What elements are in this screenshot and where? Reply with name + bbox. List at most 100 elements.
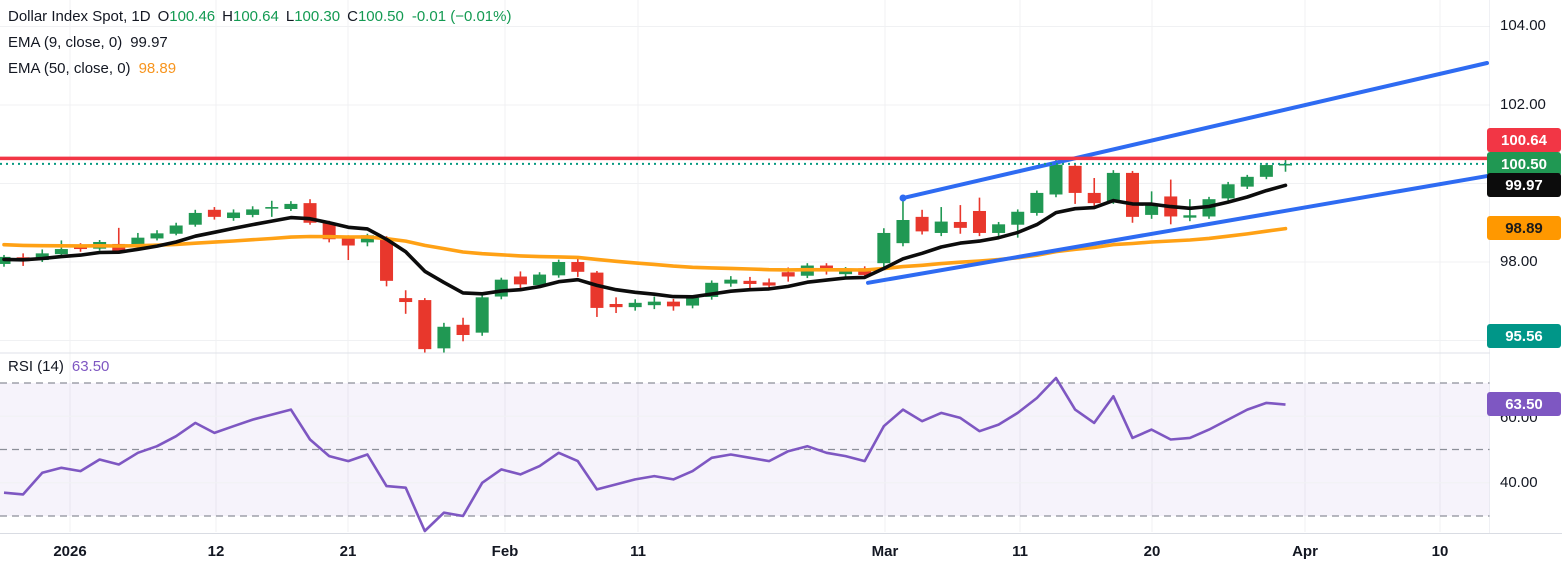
legend-ohlc-label: H xyxy=(222,8,233,25)
candle-body xyxy=(609,303,623,308)
rsi-legend[interactable]: RSI (14) 63.50 xyxy=(8,358,109,375)
candle-body xyxy=(552,262,566,276)
time-label: 11 xyxy=(630,543,646,560)
candle-body xyxy=(1068,165,1082,193)
candle-body xyxy=(246,209,260,215)
ema50-badge: 98.89 xyxy=(1487,216,1561,240)
candle-body xyxy=(743,280,757,284)
rsi-label: RSI (14) xyxy=(8,358,64,375)
candle-body xyxy=(475,297,489,333)
candle-body xyxy=(1011,211,1025,225)
legend-ohlc-value: 100.46 xyxy=(169,8,216,25)
candle-body xyxy=(590,272,604,308)
candle-body xyxy=(437,326,451,349)
candle-body xyxy=(207,209,221,217)
candle-body xyxy=(494,279,508,297)
candle-body xyxy=(1221,184,1235,199)
ema9-badge: 99.97 xyxy=(1487,173,1561,197)
time-label: 21 xyxy=(339,543,357,560)
candle-body xyxy=(399,298,413,303)
trendline-anchor[interactable] xyxy=(899,194,907,202)
resistance-badge: 100.64 xyxy=(1487,128,1561,152)
rsi-value: 63.50 xyxy=(71,358,110,375)
candle-body xyxy=(54,249,68,255)
last-price-badge: 100.50 xyxy=(1487,152,1561,176)
symbol-title: Dollar Index Spot, 1D xyxy=(8,8,151,25)
candle-body xyxy=(360,235,374,243)
rsi-value-badge: 63.50 xyxy=(1487,392,1561,416)
candle-body xyxy=(131,237,145,247)
legend-ohlc-value: 100.50 xyxy=(357,8,404,25)
time-label: 10 xyxy=(1431,543,1449,560)
time-label-major: Feb xyxy=(491,543,519,560)
candle-body xyxy=(686,297,700,306)
candle-body xyxy=(418,300,432,350)
candle-body xyxy=(972,210,986,233)
candle-body xyxy=(1125,172,1139,217)
ema50-line[interactable] xyxy=(2,226,1288,272)
rsi-line[interactable] xyxy=(3,376,1286,533)
candle-body xyxy=(513,276,527,285)
legend-ema50-row[interactable]: EMA (50, close, 0) 98.89 xyxy=(8,56,511,82)
candle-body xyxy=(953,221,967,228)
legend-ohlc-value: 100.64 xyxy=(232,8,279,25)
candle-body xyxy=(1106,172,1120,202)
ema9-value: 99.97 xyxy=(130,34,168,51)
candle-body xyxy=(1087,192,1101,204)
price-scale[interactable]: 104.00 102.00 98.00 60.00 40.00 100.64 100.50 9… xyxy=(1487,0,1562,533)
candle-body xyxy=(533,274,547,286)
candle-body xyxy=(666,301,680,307)
candle-body xyxy=(227,212,241,219)
candle-body xyxy=(934,221,948,233)
time-label-major: Mar xyxy=(871,543,899,560)
time-label: 12 xyxy=(207,543,225,560)
candle-body xyxy=(1259,165,1273,177)
legend-ohlc-label: O xyxy=(157,8,170,25)
time-scale[interactable]: 2026 12 21 Feb 11 Mar 11 20 Apr 10 xyxy=(0,533,1562,570)
ema9-label: EMA (9, close, 0) xyxy=(8,34,123,51)
candle-body xyxy=(915,216,929,232)
candle-body xyxy=(781,272,795,277)
ema9-line[interactable] xyxy=(2,183,1288,299)
time-label: 20 xyxy=(1143,543,1161,560)
candle-body xyxy=(896,220,910,244)
candle-body xyxy=(992,224,1006,233)
candle-body xyxy=(1240,176,1254,187)
candle-body xyxy=(188,212,202,225)
trendline-channel-lower[interactable] xyxy=(866,174,1489,285)
ohlc-values: O100.46 H100.64 L100.30 C100.50 xyxy=(151,8,404,25)
candle-body xyxy=(628,302,642,308)
candle-body xyxy=(341,238,355,246)
candle-body xyxy=(724,279,738,284)
legend-ohlc-row[interactable]: Dollar Index Spot, 1D O100.46 H100.64 L100.… xyxy=(8,4,511,30)
change-value: -0.01 (−0.01%) xyxy=(411,8,512,25)
symbol-legend: Dollar Index Spot, 1D O100.46 H100.64 L100.… xyxy=(8,4,511,82)
axis-price-label: 104.00 xyxy=(1500,17,1546,34)
candle-body xyxy=(571,262,585,272)
trendline-channel-upper[interactable] xyxy=(901,61,1489,201)
legend-ema9-row[interactable]: EMA (9, close, 0) 99.97 xyxy=(8,30,511,56)
candle-body xyxy=(1049,164,1063,195)
axis-price-label: 40.00 xyxy=(1500,474,1538,491)
candle-body xyxy=(1183,215,1197,218)
candle-body xyxy=(380,238,394,281)
ema50-value: 98.89 xyxy=(138,60,177,77)
candle-body xyxy=(839,269,853,275)
candle-body xyxy=(877,232,891,264)
candle-body xyxy=(1145,205,1159,215)
candle-body xyxy=(169,225,183,234)
legend-ohlc-label: C xyxy=(347,8,358,25)
time-label: 11 xyxy=(1012,543,1028,560)
ema50-label: EMA (50, close, 0) xyxy=(8,60,131,77)
candle-body xyxy=(265,207,279,209)
legend-ohlc-value: 100.30 xyxy=(294,8,341,25)
axis-price-label: 98.00 xyxy=(1500,253,1538,270)
candle-body xyxy=(1030,192,1044,213)
candle-body xyxy=(647,301,661,306)
candle-body xyxy=(150,233,164,239)
legend-ohlc-label: L xyxy=(285,8,295,25)
axis-price-label: 102.00 xyxy=(1500,96,1546,113)
candle-body xyxy=(456,324,470,336)
